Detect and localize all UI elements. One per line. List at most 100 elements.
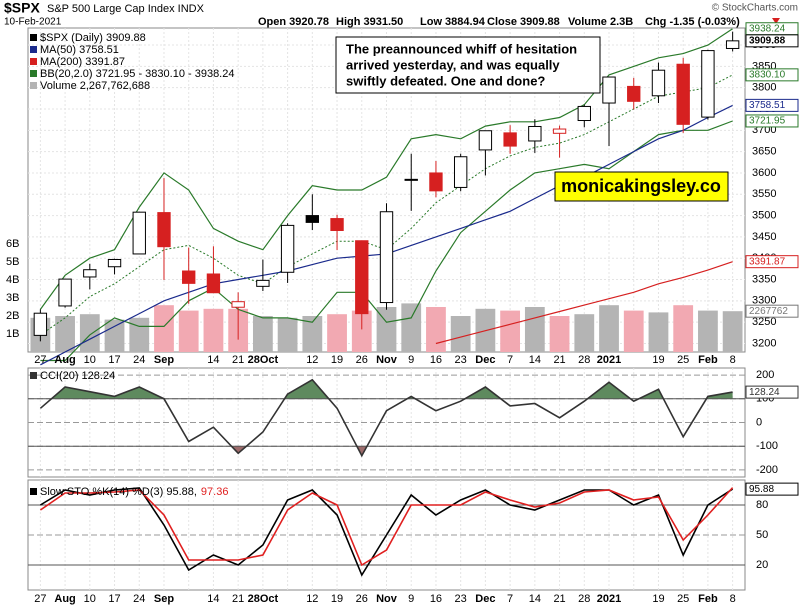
price-tag-label: 128.24: [749, 387, 780, 398]
indicator-line: [39, 487, 734, 577]
candle-body: [182, 270, 196, 284]
candle-body: [83, 269, 97, 278]
volume-bar: [178, 310, 199, 352]
annotation-box: [335, 36, 601, 94]
candle-body: [33, 312, 48, 336]
x-tick-label: 27: [34, 354, 46, 366]
x-tick-label: 27: [34, 593, 46, 605]
candle-body: [676, 63, 690, 125]
candle-body: [305, 215, 320, 223]
price-tag-label: 95.88: [749, 484, 774, 495]
candle-body: [429, 172, 443, 192]
price-tag: [745, 482, 799, 496]
x-tick-label: 10: [84, 593, 96, 605]
index-name: S&P 500 Large Cap Index INDX: [47, 3, 205, 15]
x-tick-label: Aug: [54, 593, 75, 605]
y2-tick-label: 2B: [6, 310, 19, 322]
x-tick-label: Feb: [698, 593, 718, 605]
candle-body: [231, 301, 245, 308]
price-tag: [745, 68, 799, 82]
y2-tick-label: 1B: [6, 328, 19, 340]
y-tick-label: 80: [756, 499, 768, 511]
y-tick-label: 3300: [752, 295, 776, 307]
y2-tick-label: 3B: [6, 292, 19, 304]
price-tag: [745, 304, 799, 318]
x-tick-label: 7: [507, 354, 513, 366]
price-tag: [745, 114, 799, 128]
quote-close: Close 3909.88: [487, 16, 560, 28]
legend-label: MA(50) 3758.51: [40, 44, 119, 56]
volume-bar: [599, 305, 619, 352]
volume-bar: [79, 314, 100, 352]
candle-body: [379, 211, 394, 304]
x-tick-label: 16: [430, 354, 442, 366]
volume-bar: [574, 314, 595, 352]
x-tick-label: 21: [553, 354, 565, 366]
annotation-line: swiftly defeated. One and done?: [346, 73, 545, 88]
y-tick-label: 3600: [752, 167, 776, 179]
x-tick-label: 23: [455, 354, 467, 366]
x-tick-label: 23: [455, 593, 467, 605]
legend-swatch: [30, 58, 37, 65]
x-tick-label: 26: [356, 593, 368, 605]
x-tick-label: 24: [133, 354, 145, 366]
legend-label: BB(20,2.0) 3721.95 - 3830.10 - 3938.24: [40, 68, 234, 80]
x-tick-label: 19: [331, 593, 343, 605]
y-tick-label: -100: [756, 440, 778, 452]
legend-label: $SPX (Daily) 3909.88: [40, 32, 146, 44]
candle-body: [602, 76, 616, 104]
annotation-line: The preannounced whiff of hesitation: [346, 41, 577, 56]
x-tick-label: 12: [306, 593, 318, 605]
y-tick-label: 3250: [752, 316, 776, 328]
quote-high: High 3931.50: [336, 16, 403, 28]
x-tick-label: 28: [578, 354, 590, 366]
x-tick-label: 19: [652, 354, 664, 366]
y-tick-label: 0: [756, 416, 762, 428]
quote-volume: Volume 2.3B: [568, 16, 633, 28]
candle-body: [58, 278, 72, 307]
x-tick-label: Dec: [475, 354, 495, 366]
x-tick-label: 28Oct: [248, 354, 279, 366]
candle-body: [206, 273, 221, 294]
x-tick-label: Aug: [54, 354, 75, 366]
x-tick-label: 2021: [597, 354, 621, 366]
legend-label: Volume 2,267,762,688: [40, 80, 150, 92]
x-tick-label: 24: [133, 593, 145, 605]
x-tick-label: Sep: [154, 593, 174, 605]
price-tag: [745, 255, 799, 269]
volume-bar: [673, 305, 694, 352]
volume-bar: [500, 310, 521, 352]
volume-bar: [450, 316, 471, 352]
volume-bar: [129, 317, 150, 352]
x-tick-label: Nov: [376, 593, 398, 605]
candle-body: [330, 218, 344, 231]
legend-swatch: [30, 46, 37, 53]
legend-swatch: [30, 70, 37, 77]
volume-bar: [648, 312, 669, 352]
x-tick-label: 10: [84, 354, 96, 366]
x-tick-label: 9: [408, 354, 414, 366]
price-tag-label: 3391.87: [749, 256, 786, 267]
candle-body: [478, 130, 493, 151]
y-tick-label: 3200: [752, 337, 776, 349]
legend-swatch: [30, 82, 37, 89]
x-tick-label: 26: [356, 354, 368, 366]
price-tag: [745, 385, 799, 399]
legend-label: 97.36: [201, 486, 229, 498]
candle-body: [157, 212, 171, 248]
volume-bar: [154, 305, 174, 352]
volume-bar: [55, 316, 75, 352]
volume-bar: [203, 308, 224, 352]
price-tag-label: 2267762: [749, 306, 788, 317]
candle-body: [627, 85, 641, 102]
x-tick-label: 9: [408, 593, 414, 605]
volume-bar: [524, 307, 545, 352]
volume-bar: [623, 310, 644, 352]
y2-tick-label: 4B: [6, 274, 19, 286]
candle-body: [552, 128, 567, 134]
price-tag-label: 3721.95: [749, 116, 786, 127]
x-tick-label: 17: [108, 354, 120, 366]
volume-bar: [351, 310, 372, 352]
x-tick-label: 21: [232, 593, 244, 605]
